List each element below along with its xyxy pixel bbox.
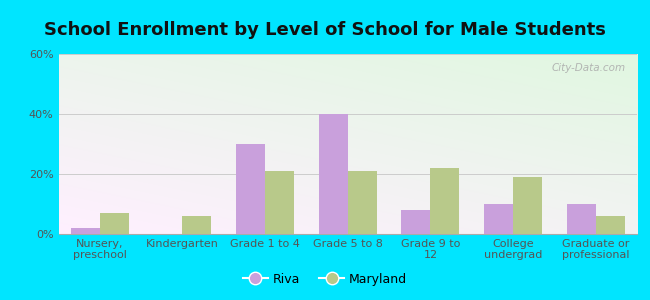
Bar (595, 216, 625, 234)
Bar (265, 171, 294, 234)
Bar (183, 216, 211, 234)
Bar (567, 204, 595, 234)
Bar (236, 144, 265, 234)
Text: School Enrollment by Level of School for Male Students: School Enrollment by Level of School for… (44, 21, 606, 39)
Bar (402, 210, 430, 234)
Bar (71, 228, 100, 234)
Bar (484, 204, 513, 234)
Bar (100, 213, 129, 234)
Bar (348, 171, 377, 234)
Bar (318, 114, 348, 234)
Bar (513, 177, 542, 234)
Text: City-Data.com: City-Data.com (551, 63, 625, 73)
Legend: Riva, Maryland: Riva, Maryland (238, 268, 412, 291)
Bar (430, 168, 460, 234)
